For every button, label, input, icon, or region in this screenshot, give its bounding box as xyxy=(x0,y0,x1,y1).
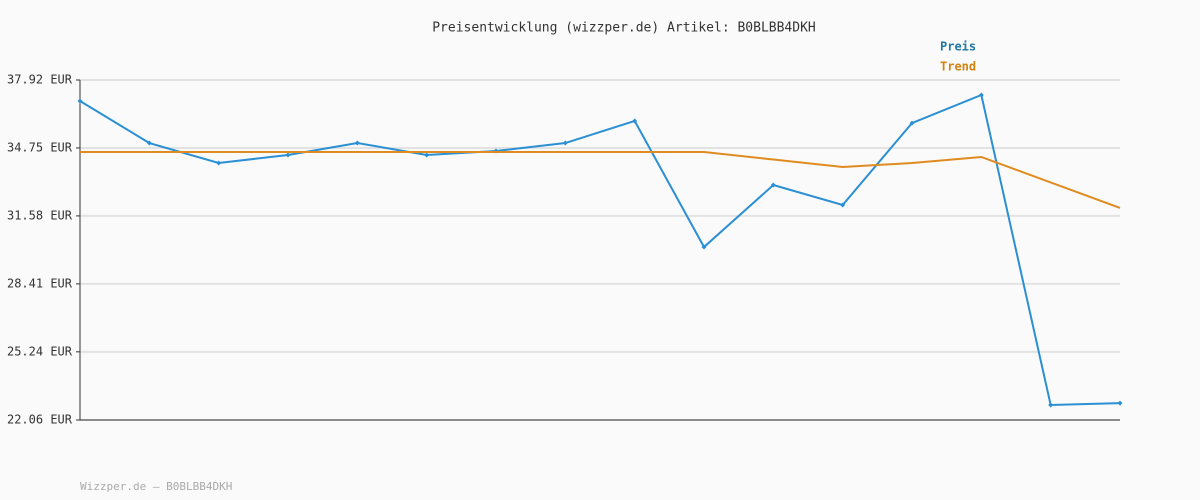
legend-label: Preis xyxy=(940,40,976,54)
line xyxy=(79,93,1121,407)
point xyxy=(216,160,222,166)
footer: Wizzper.de – B0BLBB4DKH xyxy=(80,480,232,493)
y-tick-label: 25.24 EUR xyxy=(7,344,73,358)
point xyxy=(909,120,915,126)
y-tick-label: 22.06 EUR xyxy=(7,413,73,427)
point xyxy=(632,118,638,124)
point xyxy=(1048,402,1054,408)
point xyxy=(770,182,776,188)
y-tick-label: 37.92 EUR xyxy=(7,73,73,87)
point xyxy=(146,140,152,146)
point xyxy=(840,202,846,208)
point xyxy=(77,98,83,104)
y-tick-label: 31.58 EUR xyxy=(7,208,73,222)
chart-title: Preisentwicklung (wizzper.de) Artikel: B… xyxy=(432,21,816,36)
point xyxy=(354,140,360,146)
point xyxy=(285,152,291,158)
point xyxy=(424,152,430,158)
point xyxy=(701,244,707,250)
point xyxy=(1117,400,1123,406)
y-tick-label: 34.75 EUR xyxy=(7,140,73,154)
point xyxy=(978,92,984,98)
y-tick-label: 28.41 EUR xyxy=(7,276,73,290)
line xyxy=(80,151,1121,209)
legend-label: Trend xyxy=(940,60,976,74)
point xyxy=(562,140,568,146)
